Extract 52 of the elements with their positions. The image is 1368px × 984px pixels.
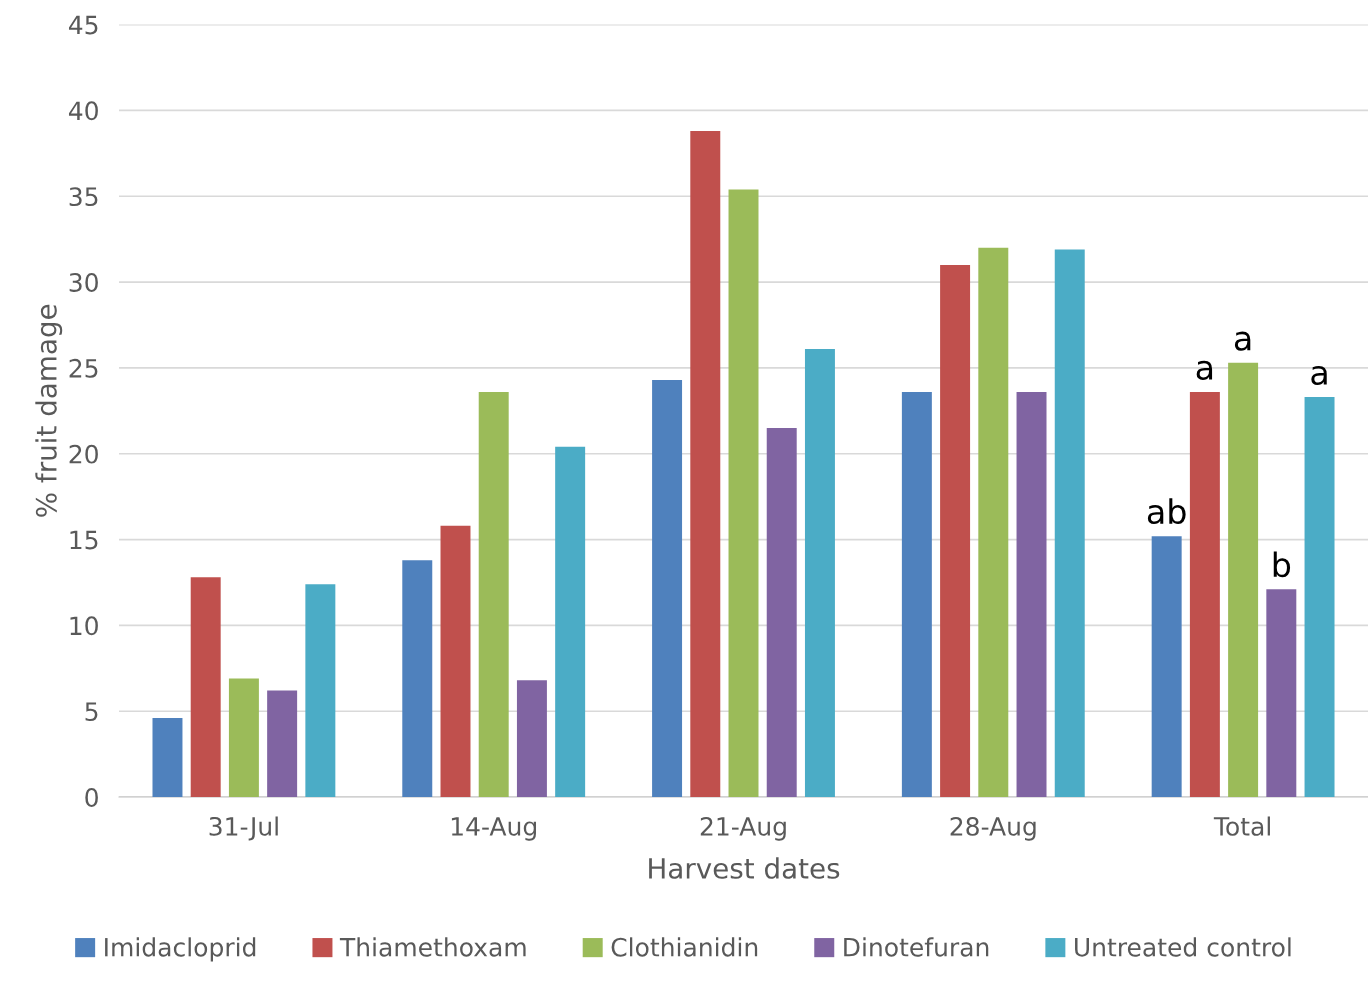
x-tick-label: 14-Aug [451,817,536,841]
bar [1266,589,1297,798]
y-tick-label: 40 [68,101,98,121]
annotation: a [1196,360,1213,380]
bar [690,131,721,798]
y-tick-label: 10 [70,616,98,636]
bar [978,247,1009,798]
legend-label: Untreated control [1075,937,1291,957]
x-axis-title: Harvest dates [649,857,840,879]
y-tick-label: 30 [69,273,98,292]
bar [1228,362,1259,798]
y-tick-label: 15 [70,530,98,550]
bar [478,391,509,798]
bar [190,577,221,798]
y-axis-title: % fruit damage [35,304,63,517]
x-tick-label: 28-Aug [950,816,1036,841]
bar [305,584,336,798]
x-tick-label: 31-Jul [209,816,278,841]
annotation: b [1273,551,1291,578]
bar [1189,391,1220,798]
annotation: a [1234,331,1251,351]
bar [152,718,183,798]
annotation: ab [1147,498,1186,525]
y-tick-label: 0 [85,787,98,807]
legend-label: Clothianidin [611,937,758,957]
y-tick-label: 20 [69,444,98,464]
y-tick-label: 45 [68,15,98,35]
annotation: a [1311,365,1327,386]
bar [804,349,835,798]
y-tick-label: 35 [69,187,98,207]
bar [1016,391,1047,798]
bar [728,189,759,798]
x-tick-label: 21-Aug [700,816,786,841]
x-tick-label: Total [1213,816,1270,836]
legend-label: Thiamethoxam [339,937,526,957]
bar [1304,397,1335,798]
legend-label: Dinotefuran [844,937,989,957]
bar [1151,536,1182,798]
bar [652,379,683,798]
bar [766,427,797,798]
bar [555,446,586,798]
bar [267,690,298,798]
bar [901,391,932,798]
bar [1054,249,1085,798]
bar [940,264,971,798]
bar [516,680,547,798]
y-tick-label: 5 [85,702,98,722]
bar [440,525,471,798]
bar [228,678,259,798]
y-tick-label: 25 [69,358,98,378]
bar [402,560,433,798]
legend-label: Imidacloprid [105,937,256,962]
